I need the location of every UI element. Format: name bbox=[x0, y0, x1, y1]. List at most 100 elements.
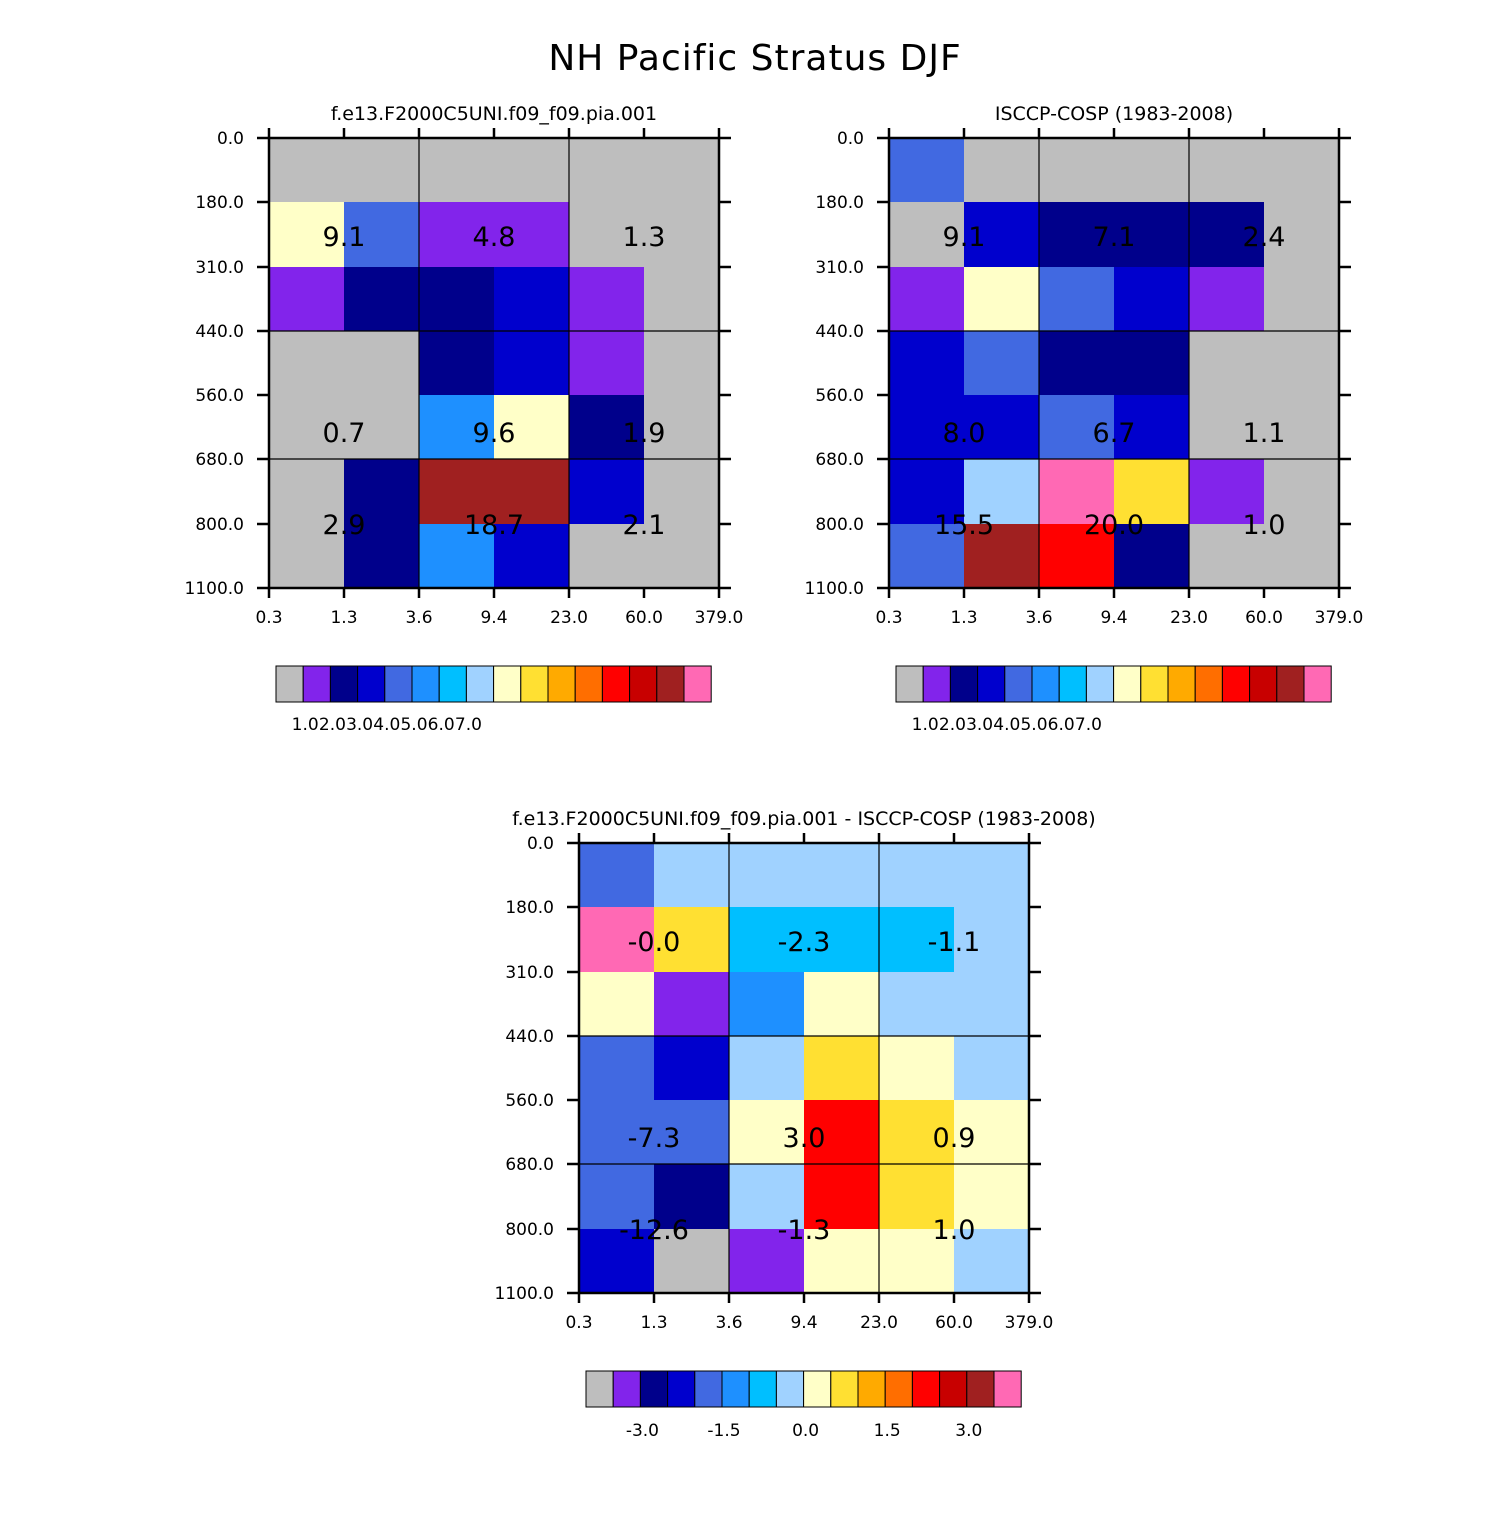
heatmap-cell bbox=[1039, 524, 1115, 589]
heatmap-cell bbox=[1264, 331, 1340, 396]
heatmap-cell bbox=[954, 1100, 1030, 1165]
colorbar-swatch bbox=[667, 1370, 696, 1408]
colorbar-swatch bbox=[520, 665, 549, 703]
heatmap-cell bbox=[964, 459, 1040, 525]
block-value-label: 3.0 bbox=[783, 1123, 826, 1154]
block-value-label: 0.9 bbox=[933, 1123, 976, 1154]
heatmap-cell bbox=[1114, 202, 1190, 268]
y-tick-label: 560.0 bbox=[815, 386, 864, 406]
colorbar-swatch bbox=[1167, 665, 1196, 703]
colorbar-label: 7.0 bbox=[1075, 715, 1102, 735]
heatmap-cell bbox=[729, 843, 805, 908]
heatmap-cell bbox=[964, 395, 1040, 460]
heatmap-cell bbox=[879, 1100, 955, 1165]
colorbar-swatch bbox=[1031, 665, 1060, 703]
block-value-label: 18.7 bbox=[464, 510, 524, 541]
colorbar-label: 3.0 bbox=[966, 715, 993, 735]
block-value-label: 0.7 bbox=[323, 418, 366, 449]
colorbar-swatch bbox=[275, 665, 304, 703]
heatmap-cell bbox=[579, 1100, 655, 1165]
heatmap-cell bbox=[1264, 138, 1340, 203]
heatmap-cell bbox=[1189, 395, 1265, 460]
heatmap-cell bbox=[729, 1229, 805, 1294]
colorbar-label: 5.0 bbox=[400, 715, 427, 735]
heatmap-cell bbox=[269, 267, 345, 332]
heatmap-cell bbox=[344, 267, 420, 332]
x-tick-label: 379.0 bbox=[1005, 1313, 1054, 1333]
heatmap-cell bbox=[579, 907, 655, 973]
colorbar-swatch bbox=[977, 665, 1006, 703]
heatmap-cell bbox=[1264, 459, 1340, 525]
x-tick-label: 60.0 bbox=[625, 608, 663, 628]
block-value-label: -2.3 bbox=[778, 927, 831, 958]
heatmap-cell bbox=[579, 1036, 655, 1101]
heatmap-cell bbox=[1189, 202, 1265, 268]
heatmap-cell bbox=[804, 907, 880, 973]
heatmap-cell bbox=[964, 524, 1040, 589]
heatmap-cell bbox=[344, 459, 420, 525]
x-tick-label: 1.3 bbox=[640, 1313, 667, 1333]
heatmap-cell bbox=[889, 138, 965, 203]
x-tick-label: 23.0 bbox=[550, 608, 588, 628]
heatmap-cell bbox=[269, 202, 345, 268]
colorbar-swatch bbox=[775, 1370, 805, 1408]
block-value-label: 9.6 bbox=[473, 418, 516, 449]
heatmap-cell bbox=[889, 524, 965, 589]
block-value-label: -1.3 bbox=[778, 1215, 831, 1246]
heatmap-cell bbox=[729, 1164, 805, 1230]
heatmap-cell bbox=[1189, 459, 1265, 525]
colorbar-swatch bbox=[329, 665, 359, 703]
colorbar: 1.0 2.0 3.0 4.0 5.0 6.0 7.0 bbox=[895, 665, 1332, 735]
heatmap-cell bbox=[1189, 138, 1265, 203]
colorbar-label: 5.0 bbox=[1020, 715, 1047, 735]
heatmap-cell bbox=[964, 138, 1040, 203]
y-tick-label: 440.0 bbox=[505, 1027, 554, 1047]
heatmap-cell bbox=[494, 138, 570, 203]
y-tick-label: 0.0 bbox=[837, 129, 864, 149]
colorbar-swatch bbox=[1140, 665, 1169, 703]
block-value-label: -0.0 bbox=[628, 927, 681, 958]
heatmap-cell bbox=[729, 1100, 805, 1165]
heatmap-cell bbox=[654, 843, 730, 908]
heatmap-cell bbox=[569, 395, 645, 460]
colorbar-label: 4.0 bbox=[373, 715, 400, 735]
colorbar-label: 2.0 bbox=[939, 715, 966, 735]
heatmap-cell bbox=[494, 331, 570, 396]
block-value-label: 2.4 bbox=[1243, 222, 1286, 253]
heatmap-cell bbox=[954, 843, 1030, 908]
block-value-label: 9.1 bbox=[943, 222, 986, 253]
y-tick-label: 680.0 bbox=[195, 450, 244, 470]
colorbar-label: -1.5 bbox=[707, 1421, 740, 1441]
heatmap-cell bbox=[804, 1229, 880, 1294]
colorbar-swatch bbox=[302, 665, 331, 703]
colorbar-swatch bbox=[922, 665, 951, 703]
colorbar-swatch bbox=[911, 1370, 941, 1408]
colorbar-swatch bbox=[629, 665, 658, 703]
heatmap-cell bbox=[269, 524, 345, 589]
heatmap-cell bbox=[1039, 138, 1115, 203]
x-tick-label: 1.3 bbox=[330, 608, 357, 628]
x-tick-label: 0.3 bbox=[565, 1313, 592, 1333]
x-tick-label: 0.3 bbox=[255, 608, 282, 628]
colorbar-label: 2.0 bbox=[319, 715, 346, 735]
figure-title: NH Pacific Stratus DJF bbox=[548, 38, 961, 79]
colorbar-swatch bbox=[585, 1370, 614, 1408]
block-value-label: 7.1 bbox=[1093, 222, 1136, 253]
heatmap-cell bbox=[569, 331, 645, 396]
heatmap-cell bbox=[269, 138, 345, 203]
heatmap-cell bbox=[419, 202, 495, 268]
heatmap-cell bbox=[654, 1036, 730, 1101]
heatmap-cell bbox=[729, 972, 805, 1037]
heatmap-cell bbox=[954, 1229, 1030, 1294]
heatmap-cell bbox=[889, 331, 965, 396]
heatmap-cell bbox=[954, 1036, 1030, 1101]
colorbar-swatch bbox=[1113, 665, 1142, 703]
panel-1: f.e13.F2000C5UNI.f09_f09.pia.001 0.3 1.3 3.… bbox=[185, 103, 744, 735]
y-tick-label: 800.0 bbox=[815, 515, 864, 535]
heatmap-cell bbox=[1039, 459, 1115, 525]
heatmap-cell bbox=[1114, 395, 1190, 460]
colorbar-swatch bbox=[830, 1370, 859, 1408]
colorbar-label: 1.0 bbox=[292, 715, 319, 735]
heatmap-cell bbox=[419, 267, 495, 332]
